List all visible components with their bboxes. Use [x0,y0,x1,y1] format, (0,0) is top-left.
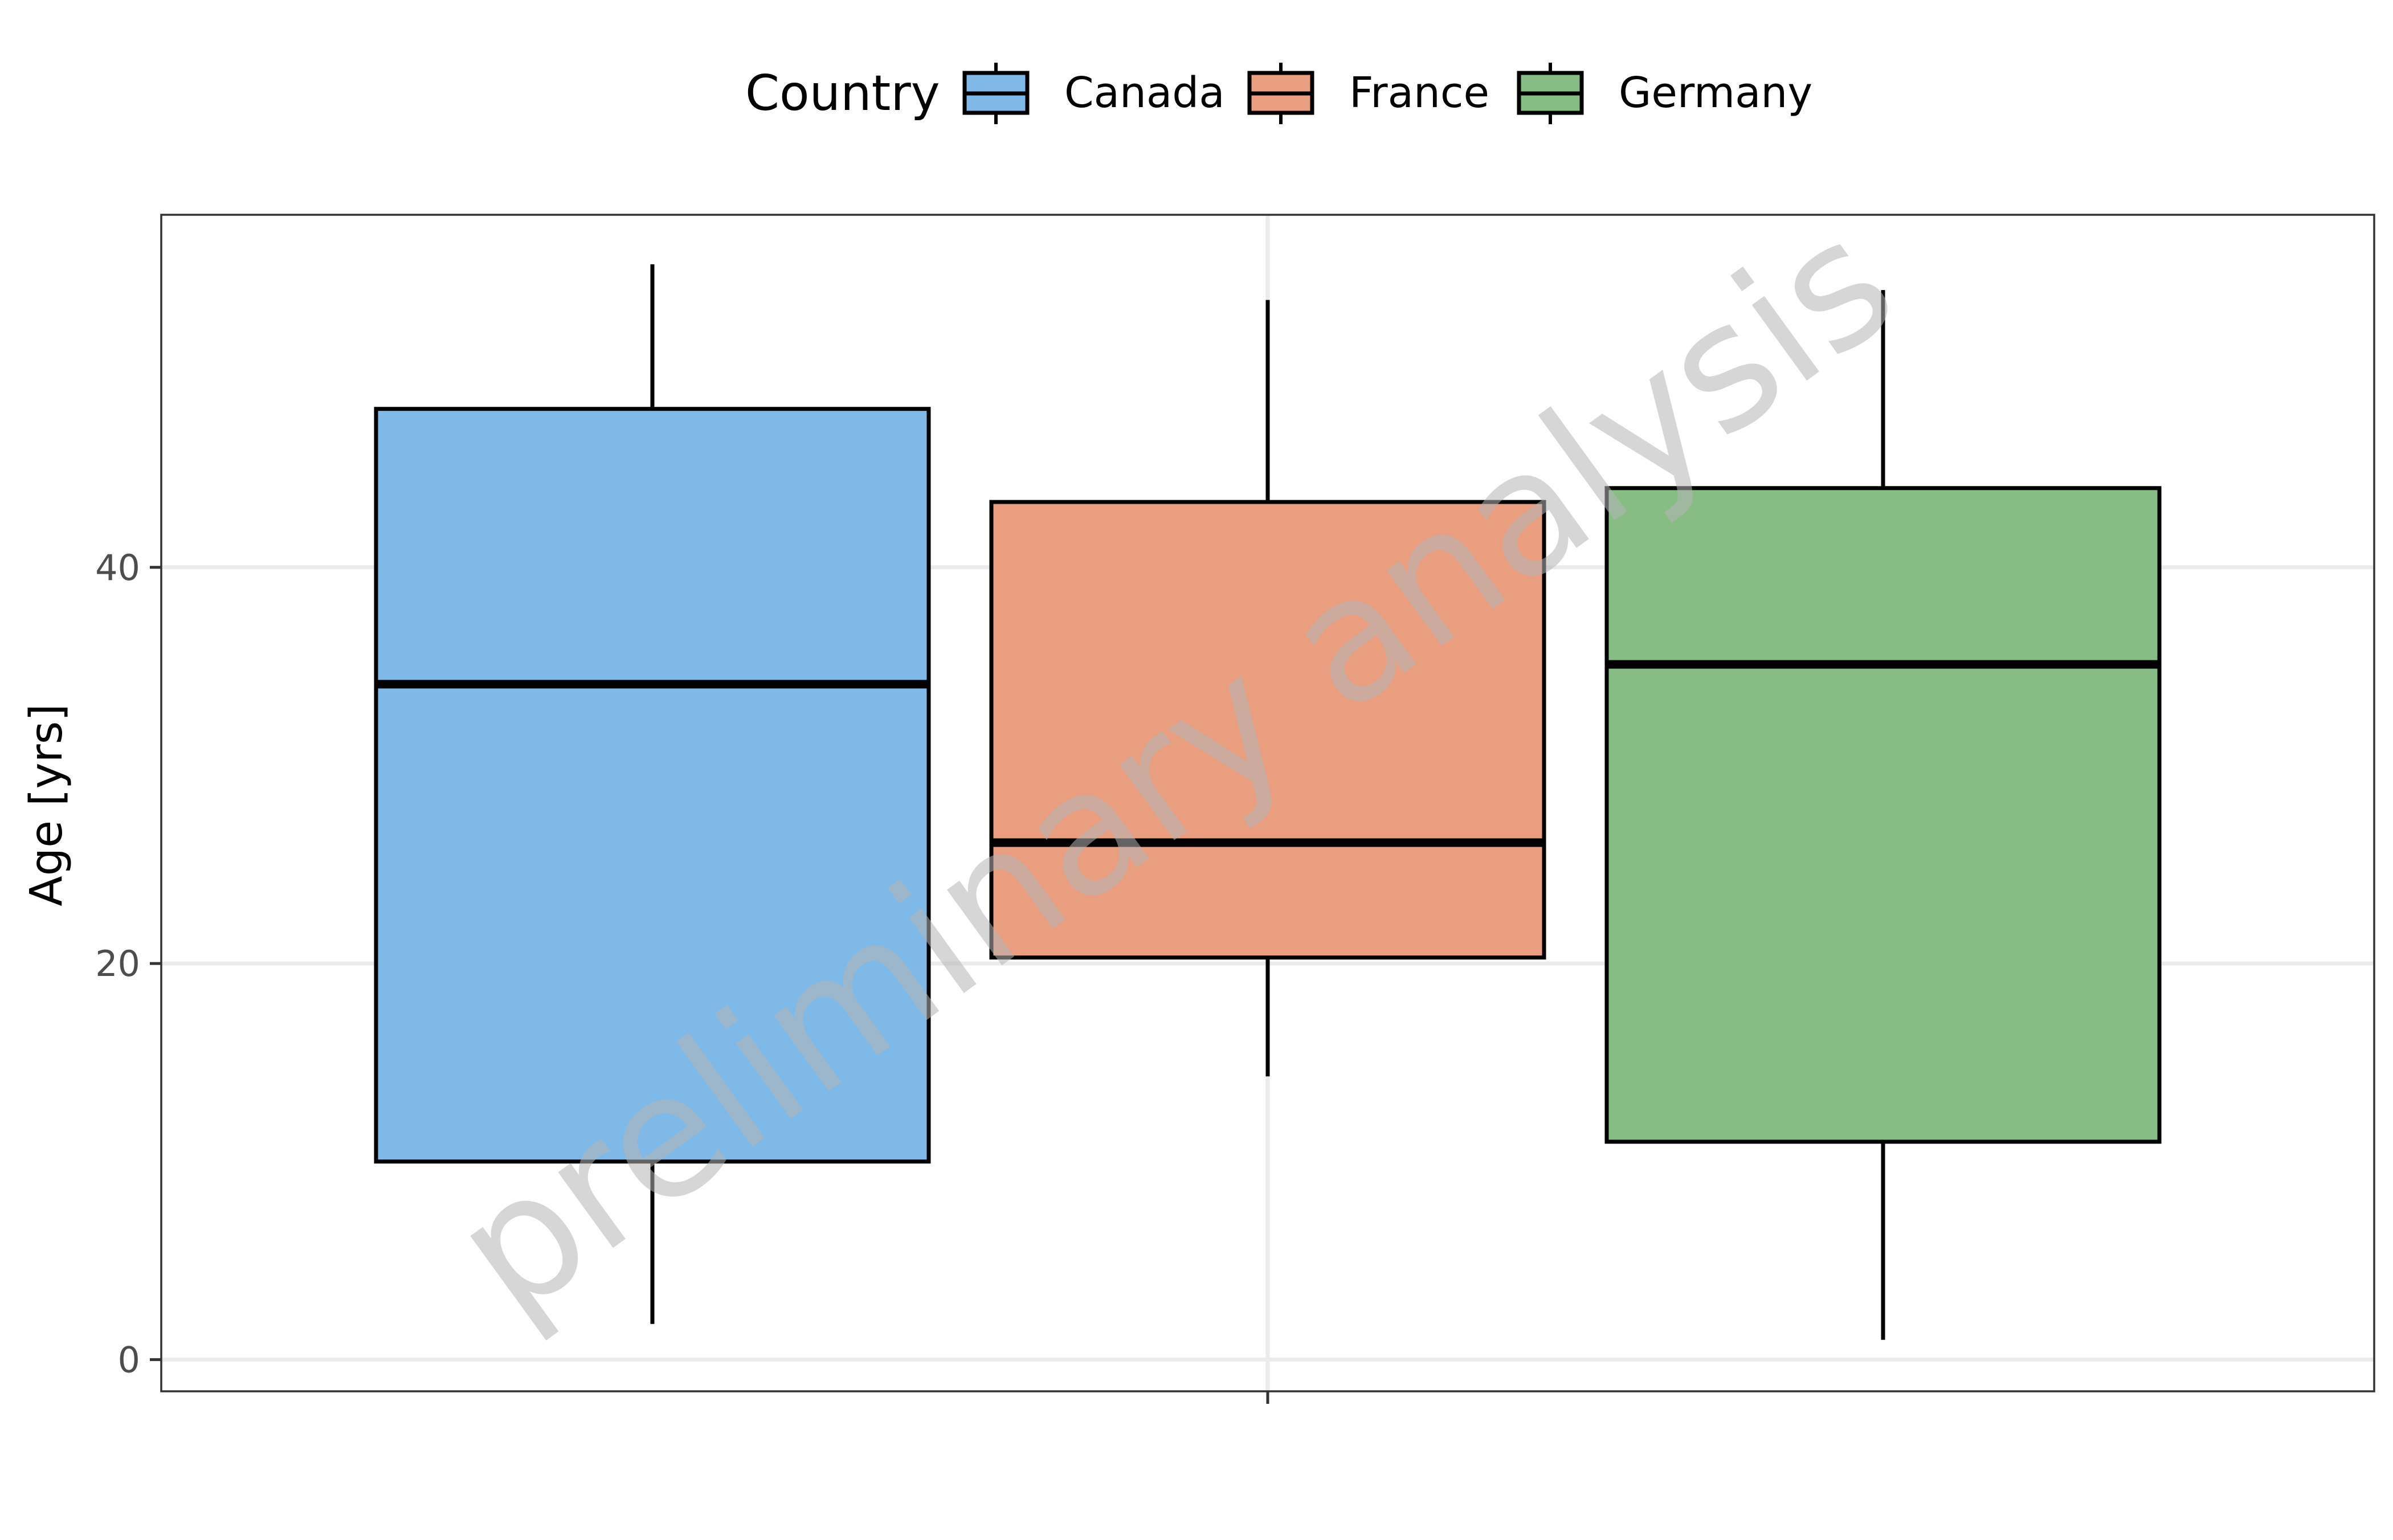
legend-key-canada: Canada [962,63,1225,124]
iqr-box [374,407,931,1164]
y-axis: 0 20 40 [95,547,1269,1404]
legend-key-germany: Germany [1517,63,1812,124]
y-tick-label: 0 [118,1339,140,1380]
legend-label: France [1349,68,1489,117]
legend-key-france: France [1247,63,1489,124]
iqr-box [1604,486,2162,1144]
boxes [374,264,2162,1340]
y-tick-label: 20 [95,943,140,985]
box-france [989,300,1546,1077]
iqr-box [989,500,1546,960]
y-axis-title: Age [yrs] [21,704,72,906]
legend-label: Germany [1619,68,1812,117]
box-germany [1604,290,2162,1340]
legend-label: Canada [1064,68,1225,117]
legend: Country Canada France Germany [745,63,1812,124]
legend-title: Country [745,65,940,122]
box-canada [374,264,931,1324]
y-tick-label: 40 [95,547,140,589]
plot-area [160,214,2375,1392]
